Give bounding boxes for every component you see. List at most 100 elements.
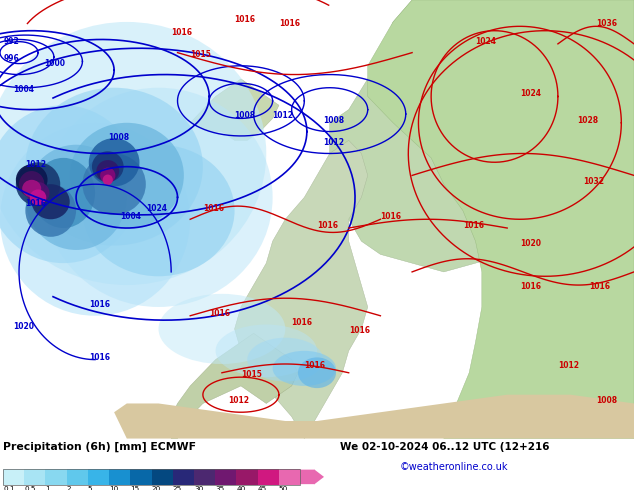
Ellipse shape [82, 153, 146, 215]
Ellipse shape [216, 324, 317, 377]
Text: 35: 35 [215, 487, 224, 490]
Ellipse shape [44, 88, 273, 307]
Text: 20: 20 [152, 487, 161, 490]
Text: 0.1: 0.1 [3, 487, 15, 490]
Text: 1016: 1016 [292, 318, 313, 326]
Text: 0.5: 0.5 [24, 487, 36, 490]
Text: 1016: 1016 [304, 362, 325, 370]
Bar [130, 469, 152, 485]
Text: 1016: 1016 [279, 19, 300, 28]
Ellipse shape [0, 105, 139, 263]
Bar [279, 469, 300, 485]
Text: 1016: 1016 [317, 221, 338, 230]
Polygon shape [330, 0, 634, 272]
Text: 1012: 1012 [558, 362, 579, 370]
Text: 1016: 1016 [520, 282, 541, 292]
Text: 2: 2 [67, 487, 71, 490]
Text: 1016: 1016 [463, 221, 484, 230]
Bar [152, 469, 172, 485]
Text: We 02-10-2024 06..12 UTC (12+216: We 02-10-2024 06..12 UTC (12+216 [340, 441, 550, 452]
Text: 50: 50 [279, 487, 288, 490]
Text: 1016: 1016 [590, 282, 611, 292]
Ellipse shape [70, 123, 184, 228]
Text: 1024: 1024 [476, 37, 496, 46]
Ellipse shape [0, 22, 266, 285]
Text: 1020: 1020 [520, 239, 541, 247]
Text: 1036: 1036 [596, 19, 617, 28]
Text: 1016: 1016 [349, 326, 370, 335]
Text: ©weatheronline.co.uk: ©weatheronline.co.uk [400, 462, 508, 472]
Ellipse shape [16, 165, 48, 195]
Text: 1016: 1016 [209, 309, 230, 318]
Text: Precipitation (6h) [mm] ECMWF: Precipitation (6h) [mm] ECMWF [3, 441, 196, 452]
Text: 1016: 1016 [89, 353, 110, 362]
Text: 1012: 1012 [323, 138, 344, 147]
Text: 1015: 1015 [190, 50, 211, 59]
Text: 1004: 1004 [120, 212, 141, 221]
Text: 1016: 1016 [25, 199, 46, 208]
Ellipse shape [25, 145, 127, 250]
Bar [257, 469, 279, 485]
Bar [46, 469, 67, 485]
Polygon shape [114, 395, 634, 439]
FancyArrow shape [300, 469, 324, 485]
Text: 1016: 1016 [171, 28, 192, 37]
Ellipse shape [96, 160, 119, 182]
Text: 1016: 1016 [89, 300, 110, 309]
Bar [172, 469, 194, 485]
Text: 1008: 1008 [108, 133, 129, 142]
Bar [215, 469, 236, 485]
Text: 1016: 1016 [203, 203, 224, 213]
Text: 40: 40 [236, 487, 245, 490]
Ellipse shape [158, 294, 285, 364]
Text: 1016: 1016 [235, 15, 256, 24]
Text: 15: 15 [130, 487, 139, 490]
Text: 1012: 1012 [273, 111, 294, 121]
Text: 25: 25 [172, 487, 182, 490]
Ellipse shape [298, 357, 336, 388]
Polygon shape [190, 79, 279, 140]
Text: 1012: 1012 [228, 396, 249, 405]
Bar [194, 469, 215, 485]
Ellipse shape [25, 184, 76, 237]
Text: 10: 10 [109, 487, 119, 490]
Polygon shape [368, 0, 634, 439]
Bar [24, 469, 46, 485]
Text: 1028: 1028 [577, 116, 598, 125]
Text: 1008: 1008 [235, 111, 256, 121]
Ellipse shape [32, 184, 70, 220]
Text: 1032: 1032 [583, 177, 604, 186]
Ellipse shape [32, 158, 95, 228]
Text: 996: 996 [3, 54, 19, 63]
Polygon shape [235, 140, 368, 439]
Bar [88, 469, 109, 485]
Text: 1008: 1008 [596, 396, 617, 405]
Text: 45: 45 [257, 487, 267, 490]
Polygon shape [171, 333, 298, 439]
Ellipse shape [25, 88, 203, 245]
Text: 992: 992 [3, 37, 19, 46]
Ellipse shape [0, 123, 190, 316]
Text: 5: 5 [88, 487, 93, 490]
Ellipse shape [82, 145, 235, 276]
Ellipse shape [19, 171, 44, 197]
Bar [3, 469, 300, 485]
Ellipse shape [22, 180, 41, 197]
Ellipse shape [89, 138, 139, 186]
Ellipse shape [103, 174, 113, 185]
Bar [67, 469, 88, 485]
Ellipse shape [27, 182, 49, 204]
Text: 1: 1 [46, 487, 50, 490]
Ellipse shape [30, 190, 46, 205]
Ellipse shape [273, 351, 336, 386]
Bar [109, 469, 130, 485]
Ellipse shape [247, 338, 323, 382]
Text: 1000: 1000 [44, 59, 65, 68]
Text: 1016: 1016 [380, 212, 401, 221]
Text: 1020: 1020 [13, 322, 34, 331]
Ellipse shape [16, 162, 60, 206]
Text: 1024: 1024 [520, 90, 541, 98]
Text: 1004: 1004 [13, 85, 34, 94]
Bar [3, 469, 24, 485]
Text: 30: 30 [194, 487, 203, 490]
